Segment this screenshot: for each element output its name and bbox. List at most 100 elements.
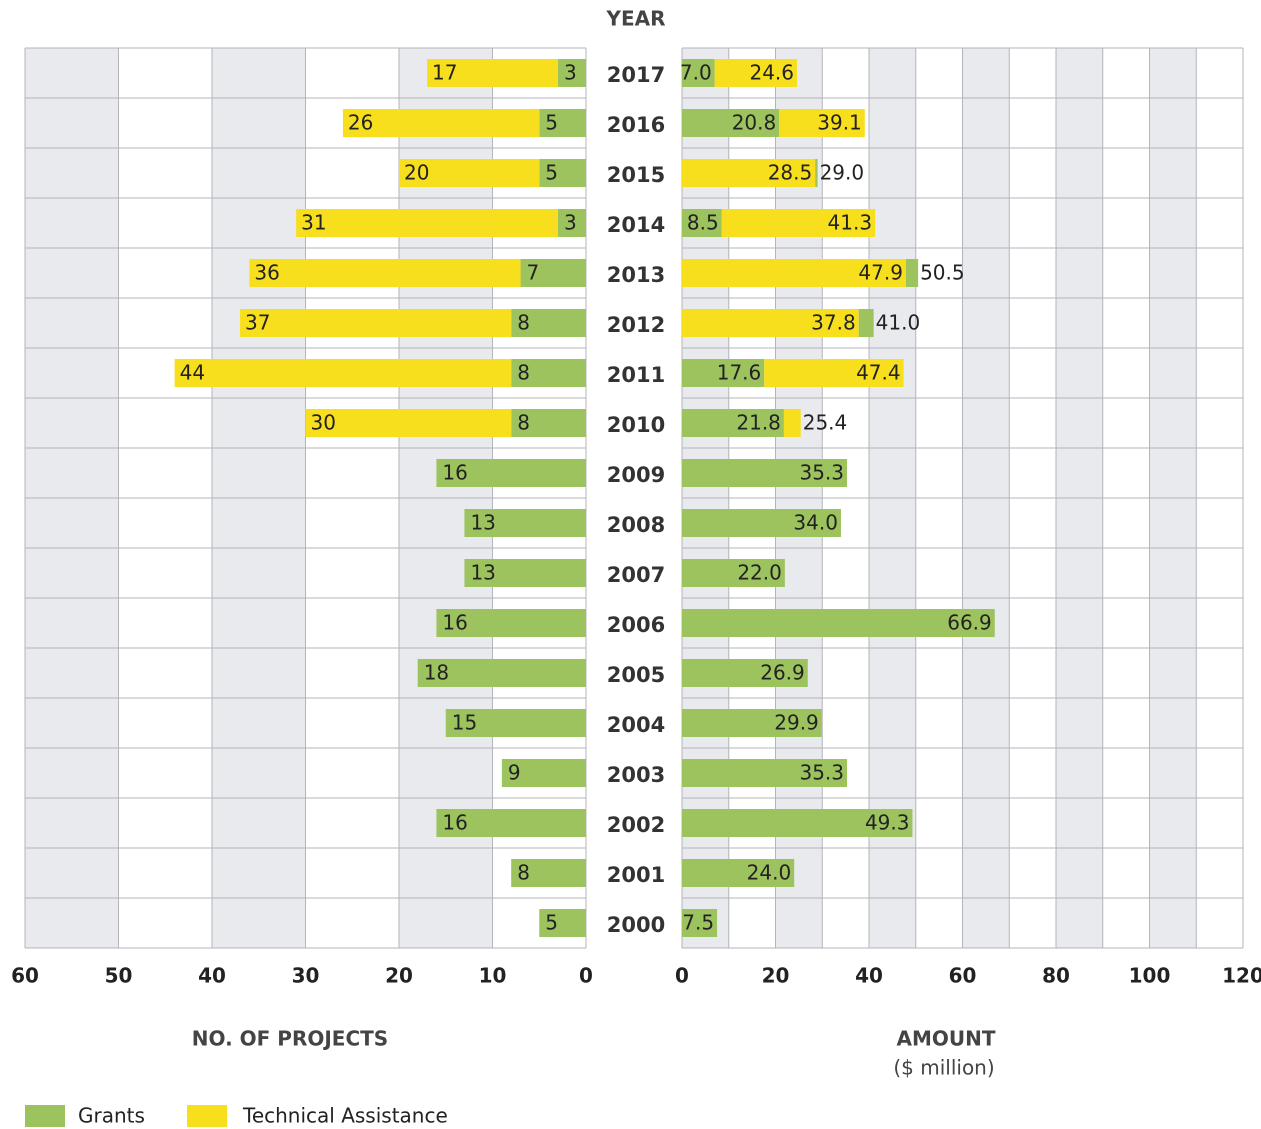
bar-segment <box>436 609 586 637</box>
data-label: 8 <box>517 311 530 335</box>
bar-segment <box>682 59 715 87</box>
bar-segment <box>399 159 540 187</box>
category-label: 2010 <box>607 413 665 437</box>
category-label: 2001 <box>607 863 665 887</box>
bar-segment <box>557 59 586 87</box>
bar-segment <box>445 709 586 737</box>
bar-segment <box>779 109 865 137</box>
bar-segment <box>783 409 801 437</box>
category-label: 2009 <box>607 463 665 487</box>
total-label: 37 <box>245 311 270 335</box>
data-label: 29.9 <box>774 711 819 735</box>
legend: Grants Technical Assistance <box>25 1104 448 1128</box>
bar-segment <box>240 309 512 337</box>
bar-segment <box>714 59 798 87</box>
x-tick-label: 40 <box>855 964 883 988</box>
data-label: 37.8 <box>811 311 856 335</box>
bar-segment <box>682 409 784 437</box>
data-label: 13 <box>470 561 495 585</box>
data-label: 9 <box>508 761 521 785</box>
data-label: 8 <box>517 861 530 885</box>
bar-segment <box>905 259 919 287</box>
bar-segment <box>858 309 874 337</box>
data-label: 7 <box>527 261 540 285</box>
bar-segment <box>511 309 586 337</box>
data-label: 16 <box>442 611 467 635</box>
data-label: 35.3 <box>799 761 844 785</box>
data-label: 24.0 <box>747 861 792 885</box>
category-label: 2003 <box>607 763 665 787</box>
bar-segment <box>436 459 586 487</box>
category-label: 2012 <box>607 313 665 337</box>
x-tick-label: 80 <box>1042 964 1070 988</box>
data-label: 49.3 <box>865 811 910 835</box>
data-label: 8.5 <box>687 211 719 235</box>
x-axis-subtitle: ($ million) <box>893 1056 994 1080</box>
bar-segment <box>682 909 718 937</box>
bar-segment <box>682 109 780 137</box>
data-label: 26.9 <box>760 661 805 685</box>
bar-segment <box>539 109 586 137</box>
total-label: 36 <box>254 261 279 285</box>
data-label: 34.0 <box>793 511 838 535</box>
data-label: 8 <box>517 411 530 435</box>
category-label: 2007 <box>607 563 665 587</box>
data-label: 15 <box>452 711 477 735</box>
bar-segment <box>682 509 841 537</box>
x-tick-label: 60 <box>11 964 39 988</box>
plot-background <box>24 47 1244 949</box>
category-label: 2000 <box>607 913 665 937</box>
bar-segment <box>464 509 586 537</box>
bar-segment <box>539 909 586 937</box>
bar-segment <box>682 359 765 387</box>
data-label: 3 <box>564 211 577 235</box>
category-label: 2013 <box>607 263 665 287</box>
x-tick-label: 50 <box>105 964 133 988</box>
data-label: 28.5 <box>768 161 813 185</box>
bar-segment <box>464 559 586 587</box>
data-label: 5 <box>545 161 558 185</box>
bar-segment <box>764 359 904 387</box>
bar-segment <box>682 709 822 737</box>
bar-segment <box>682 609 995 637</box>
total-label: 31 <box>301 211 326 235</box>
total-label: 30 <box>311 411 336 435</box>
bar-segment <box>682 859 795 887</box>
total-label: 41.0 <box>876 311 921 335</box>
x-tick-label: 40 <box>198 964 226 988</box>
total-label: 29.0 <box>820 161 865 185</box>
data-label: 66.9 <box>947 611 992 635</box>
data-label: 16 <box>442 461 467 485</box>
bar-segment <box>682 659 808 687</box>
bar-segment <box>682 309 859 337</box>
legend-label: Grants <box>78 1104 145 1128</box>
data-label: 20.8 <box>732 111 777 135</box>
bar-segment <box>436 809 586 837</box>
total-label: 17 <box>432 61 457 85</box>
category-label: 2017 <box>607 63 665 87</box>
bar-segment <box>682 809 913 837</box>
x-axis-title: AMOUNT <box>896 1027 995 1051</box>
x-tick-label: 120 <box>1222 964 1261 988</box>
data-label: 8 <box>517 361 530 385</box>
bar-segment <box>342 109 540 137</box>
x-axis-title: NO. OF PROJECTS <box>192 1027 388 1051</box>
bar-segment <box>815 159 818 187</box>
bar-segment <box>511 359 586 387</box>
data-label: 18 <box>424 661 449 685</box>
data-label: 22.0 <box>737 561 782 585</box>
total-label: 47.4 <box>856 361 901 385</box>
x-tick-label: 0 <box>579 964 593 988</box>
data-label: 5 <box>545 111 558 135</box>
category-label: 2005 <box>607 663 665 687</box>
category-label: 2014 <box>607 213 665 237</box>
category-label: 2015 <box>607 163 665 187</box>
total-label: 39.1 <box>817 111 862 135</box>
bar-segment <box>682 209 722 237</box>
y-axis-title: YEAR <box>605 7 665 31</box>
x-tick-label: 0 <box>675 964 689 988</box>
bar-segment <box>511 409 586 437</box>
total-label: 44 <box>180 361 205 385</box>
bar-segment <box>682 259 906 287</box>
